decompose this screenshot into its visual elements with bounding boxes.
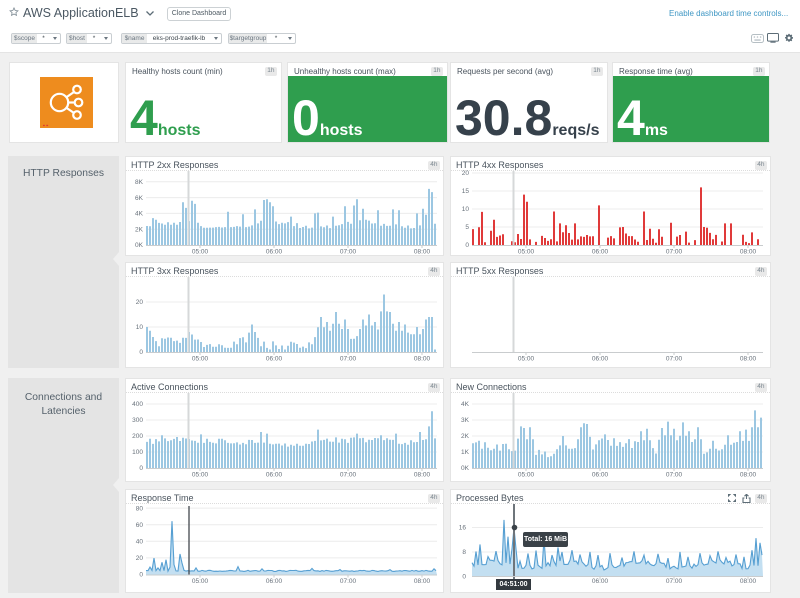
svg-text:06:00: 06:00 — [592, 472, 609, 479]
svg-text:05:00: 05:00 — [192, 472, 209, 479]
svg-text:60: 60 — [136, 522, 144, 529]
svg-text:16: 16 — [459, 525, 467, 532]
svg-text:06:00: 06:00 — [592, 356, 609, 363]
svg-text:0: 0 — [139, 465, 143, 472]
svg-text:06:00: 06:00 — [592, 578, 609, 585]
svg-text:1K: 1K — [461, 449, 470, 456]
svg-text:8K: 8K — [135, 179, 144, 186]
svg-text:05:00: 05:00 — [192, 578, 209, 585]
svg-text:05:00: 05:00 — [192, 249, 209, 256]
svg-text:5: 5 — [465, 224, 469, 231]
svg-text:08:00: 08:00 — [740, 472, 757, 479]
svg-text:4K: 4K — [461, 401, 470, 408]
svg-text:08:00: 08:00 — [414, 578, 431, 585]
svg-text:400: 400 — [132, 401, 143, 408]
svg-text:07:00: 07:00 — [666, 356, 683, 363]
svg-text:100: 100 — [132, 449, 143, 456]
svg-text:2K: 2K — [461, 433, 470, 440]
svg-text:08:00: 08:00 — [414, 356, 431, 363]
svg-text:07:00: 07:00 — [340, 249, 357, 256]
svg-text:10: 10 — [462, 206, 470, 213]
svg-text:20: 20 — [136, 299, 144, 306]
svg-text:0K: 0K — [461, 465, 470, 472]
svg-text:05:00: 05:00 — [518, 356, 535, 363]
svg-text:40: 40 — [136, 539, 144, 546]
svg-text:08:00: 08:00 — [414, 249, 431, 256]
svg-text:06:00: 06:00 — [266, 356, 283, 363]
svg-text:05:00: 05:00 — [518, 472, 535, 479]
svg-text:08:00: 08:00 — [740, 249, 757, 256]
svg-text:8: 8 — [462, 549, 466, 556]
svg-text:0K: 0K — [135, 242, 144, 249]
svg-text:0: 0 — [462, 574, 466, 581]
svg-text:200: 200 — [132, 433, 143, 440]
svg-text:15: 15 — [462, 188, 470, 195]
svg-text:0: 0 — [465, 242, 469, 249]
svg-text:80: 80 — [136, 505, 144, 512]
svg-text:2K: 2K — [135, 226, 144, 233]
svg-text:08:00: 08:00 — [740, 578, 757, 585]
svg-text:3K: 3K — [461, 417, 470, 424]
svg-text:0: 0 — [139, 572, 143, 579]
svg-text:07:00: 07:00 — [666, 249, 683, 256]
svg-text:05:00: 05:00 — [192, 356, 209, 363]
svg-text:10: 10 — [136, 324, 144, 331]
svg-text:6K: 6K — [135, 195, 144, 202]
svg-text:4K: 4K — [135, 211, 144, 218]
svg-text:07:00: 07:00 — [666, 472, 683, 479]
svg-text:07:00: 07:00 — [340, 472, 357, 479]
svg-text:05:00: 05:00 — [518, 249, 535, 256]
svg-text:07:00: 07:00 — [340, 578, 357, 585]
svg-text:06:00: 06:00 — [266, 578, 283, 585]
svg-text:06:00: 06:00 — [592, 249, 609, 256]
svg-text:20: 20 — [136, 555, 144, 562]
svg-text:06:00: 06:00 — [266, 249, 283, 256]
svg-text:300: 300 — [132, 417, 143, 424]
svg-text:0: 0 — [139, 349, 143, 356]
svg-text:06:00: 06:00 — [266, 472, 283, 479]
svg-text:08:00: 08:00 — [740, 356, 757, 363]
svg-text:20: 20 — [462, 170, 470, 177]
svg-text:08:00: 08:00 — [414, 472, 431, 479]
svg-text:07:00: 07:00 — [340, 356, 357, 363]
svg-text:07:00: 07:00 — [666, 578, 683, 585]
